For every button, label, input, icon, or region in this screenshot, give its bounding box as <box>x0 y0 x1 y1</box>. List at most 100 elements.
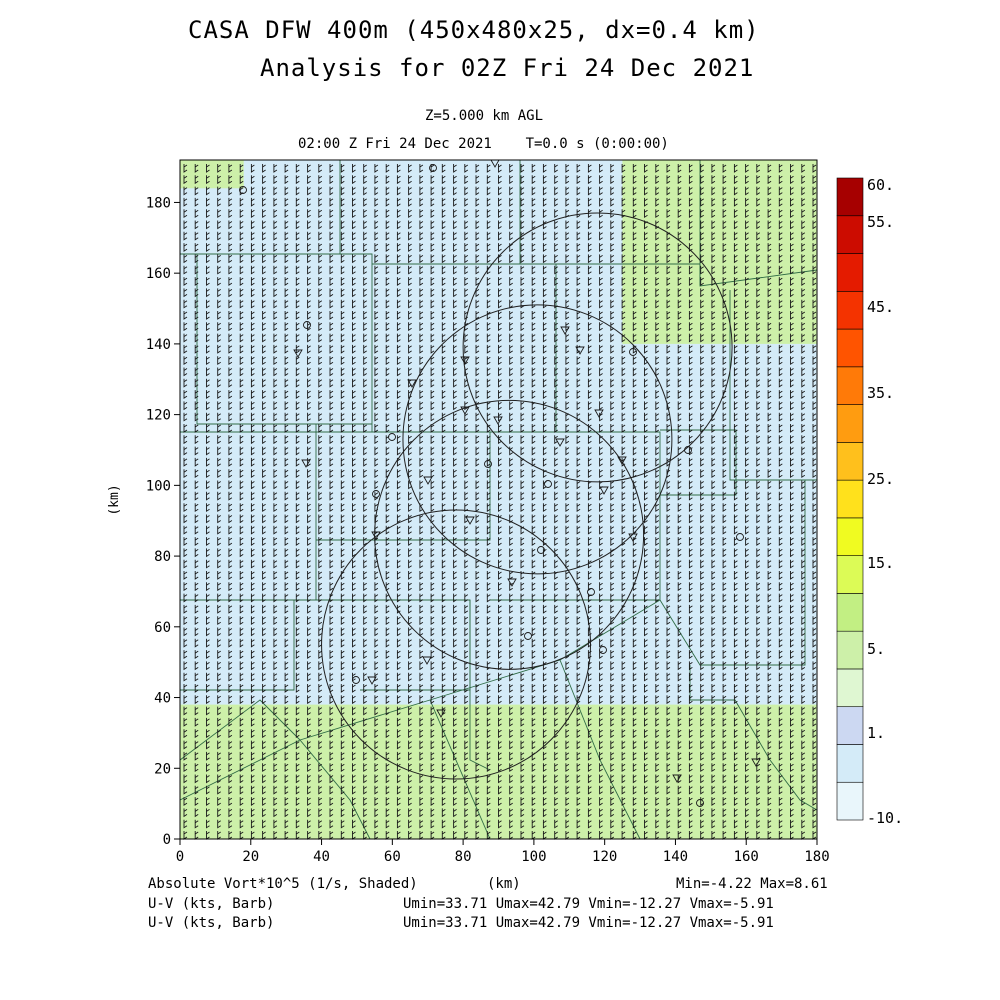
wind-barb <box>340 582 345 592</box>
wind-barb <box>250 322 255 332</box>
wind-barb <box>329 457 334 467</box>
wind-barb <box>194 424 199 433</box>
wind-barb <box>756 604 761 614</box>
wind-barb <box>576 209 581 219</box>
wind-barb <box>194 672 199 682</box>
wind-barb <box>801 672 806 682</box>
wind-barb <box>363 638 367 648</box>
wind-barb <box>778 717 783 727</box>
wind-barb <box>295 175 300 185</box>
wind-barb <box>340 197 345 207</box>
wind-barb <box>363 616 367 626</box>
wind-barb <box>801 706 806 716</box>
wind-barb <box>733 197 738 207</box>
wind-barb <box>790 378 794 388</box>
wind-barb <box>250 717 255 727</box>
wind-barb <box>767 209 772 219</box>
wind-barb <box>217 808 221 818</box>
wind-barb <box>183 435 188 445</box>
wind-barb <box>475 785 480 795</box>
wind-barb <box>700 480 704 490</box>
wind-barb <box>419 491 424 501</box>
wind-barb <box>273 265 278 275</box>
wind-barb <box>655 356 660 366</box>
wind-barb <box>610 774 615 784</box>
wind-barb <box>419 265 424 275</box>
wind-barb <box>655 220 660 230</box>
wind-barb <box>576 424 581 433</box>
wind-barb <box>441 717 446 727</box>
wind-barb <box>509 243 513 252</box>
colorbar-segment <box>836 668 864 708</box>
wind-barb <box>688 322 693 332</box>
wind-barb <box>486 209 491 219</box>
wind-barb <box>295 514 300 524</box>
wind-barb <box>206 424 210 433</box>
wind-barb <box>441 514 446 524</box>
wind-barb <box>778 751 783 761</box>
wind-barb <box>587 220 592 230</box>
wind-barb <box>183 378 188 388</box>
wind-barb <box>700 616 704 626</box>
wind-barb <box>408 311 412 320</box>
wind-barb <box>284 537 289 546</box>
wind-barb <box>217 740 221 750</box>
wind-barb <box>262 209 266 219</box>
wind-barb <box>531 265 536 275</box>
wind-barb <box>565 469 570 479</box>
wind-barb <box>498 401 502 411</box>
wind-barb <box>677 525 682 535</box>
wind-barb <box>688 378 693 388</box>
wind-barb <box>464 469 469 479</box>
wind-barb <box>307 695 311 705</box>
wind-barb <box>700 288 704 298</box>
wind-barb <box>587 231 592 241</box>
wind-barb <box>374 604 379 614</box>
wind-barb <box>700 164 704 173</box>
wind-barb <box>565 763 570 773</box>
wind-barb <box>295 559 300 569</box>
wind-barb <box>273 763 278 773</box>
wind-barb <box>666 661 671 671</box>
wind-barb <box>587 559 592 569</box>
wind-barb <box>756 231 761 241</box>
wind-barb <box>363 604 367 614</box>
wind-barb <box>374 706 379 716</box>
wind-barb <box>644 571 648 580</box>
wind-barb <box>498 808 502 818</box>
wind-barb <box>812 627 817 637</box>
wind-barb <box>464 412 469 422</box>
wind-barb <box>262 763 266 773</box>
wind-barb <box>352 209 356 219</box>
wind-barb <box>733 356 738 366</box>
colorbar: 60.55.45.35.25.15.5.1.-10. <box>836 176 903 827</box>
wind-barb <box>206 751 210 761</box>
wind-barb <box>767 469 772 479</box>
wind-barb <box>464 390 469 399</box>
wind-barb <box>745 672 749 682</box>
wind-barb <box>250 514 255 524</box>
wind-barb <box>419 288 424 298</box>
wind-barb <box>430 650 435 659</box>
wind-barb <box>408 717 412 727</box>
wind-barb <box>273 480 278 490</box>
wind-barb <box>374 333 379 343</box>
wind-barb <box>374 774 379 784</box>
wind-barb <box>318 525 323 535</box>
wind-barb <box>430 717 435 727</box>
wind-barb <box>621 571 626 580</box>
wind-barb <box>363 333 367 343</box>
wind-barb <box>194 164 199 173</box>
wind-barb <box>677 311 682 320</box>
wind-barb <box>441 616 446 626</box>
wind-barb <box>655 672 660 682</box>
wind-barb <box>812 401 817 411</box>
wind-barb <box>441 299 446 309</box>
wind-barb <box>621 548 626 558</box>
wind-barb <box>408 638 412 648</box>
wind-barb <box>262 469 266 479</box>
wind-barb <box>453 751 457 761</box>
wind-barb <box>453 537 457 546</box>
wind-barb <box>756 661 761 671</box>
wind-barb <box>385 265 390 275</box>
